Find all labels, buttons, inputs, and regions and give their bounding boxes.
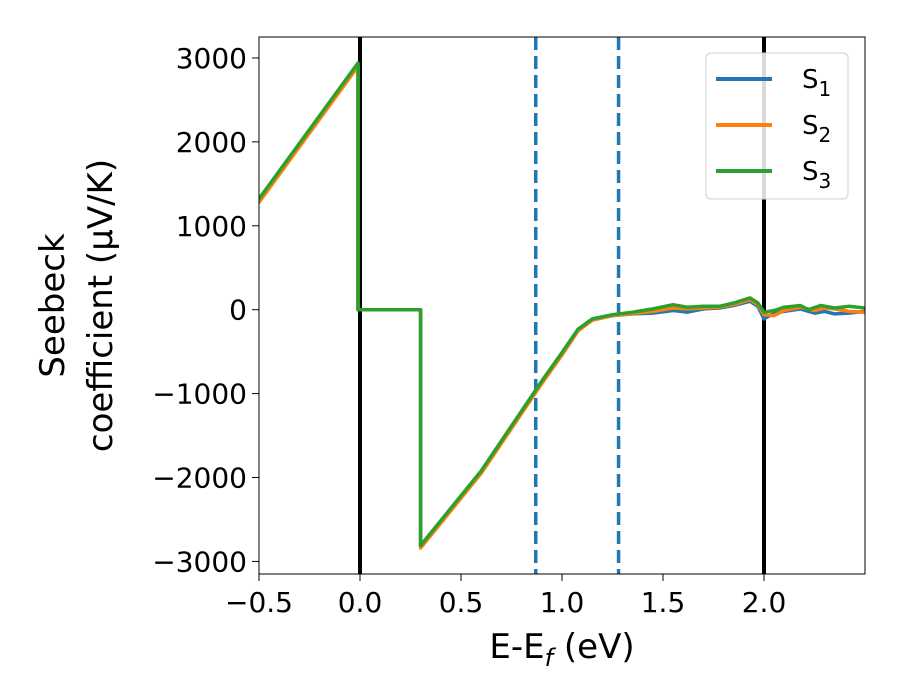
legend-label-s1: S1 [802,65,831,101]
legend: S1 S2 S3 [705,52,849,200]
x-axis-ticks: −0.5 0.0 0.5 1.0 1.5 2.0 [225,574,786,619]
y-tick-label: 3000 [176,42,247,75]
x-tick-label: 2.0 [742,586,787,619]
y-tick-label: −1000 [152,378,247,411]
y-axis-title: Seebeck coefficient (μV/K) [33,159,121,452]
x-axis-title-main: E-E [489,627,544,667]
y-tick-label: 0 [229,294,247,327]
series-line-s3 [259,61,865,548]
series-lines [259,61,865,550]
y-tick-label: 1000 [176,210,247,243]
x-tick-label: 0.0 [338,586,383,619]
y-tick-label: −2000 [152,462,247,495]
x-axis-title-unit: (eV) [553,627,635,667]
y-axis-title-line1: Seebeck [33,233,73,378]
legend-label-s2: S2 [802,111,831,147]
y-tick-label: 2000 [176,126,247,159]
x-axis-title: E-Ef (eV) [489,627,634,672]
y-axis-ticks: 3000 2000 1000 0 −1000 −2000 −3000 [152,42,259,578]
y-axis-title-line2: coefficient (μV/K) [81,159,121,452]
x-tick-label: 1.5 [641,586,686,619]
x-tick-label: 1.0 [540,586,585,619]
x-tick-label: −0.5 [225,586,293,619]
y-tick-label: −3000 [152,545,247,578]
x-tick-label: 0.5 [439,586,484,619]
legend-label-s3: S3 [802,157,831,193]
legend-box [705,52,849,200]
